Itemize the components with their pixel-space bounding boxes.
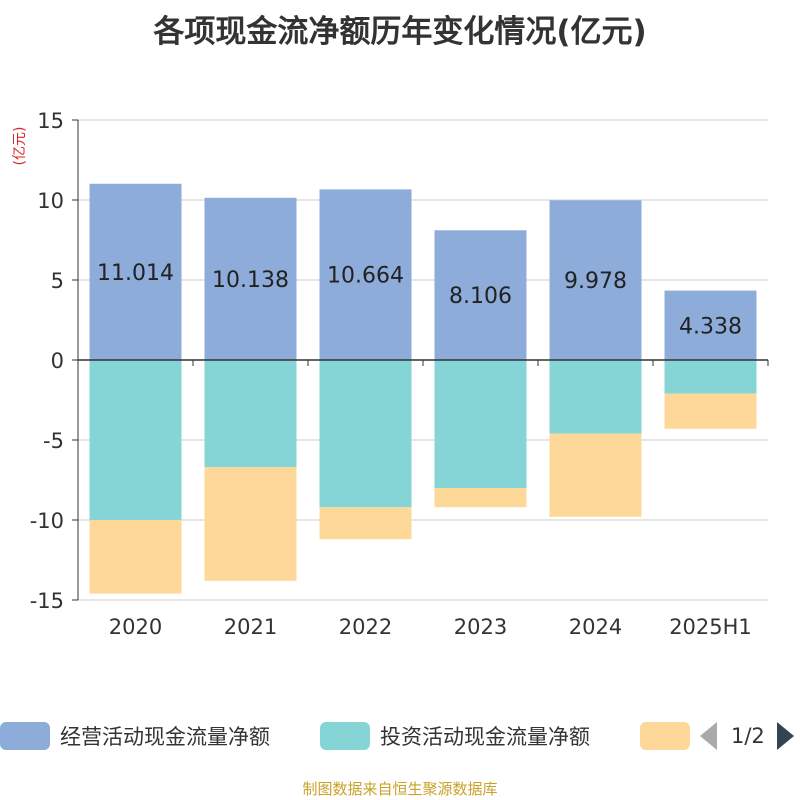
bar-segment-3 (549, 433, 642, 517)
y-tick-label: 15 (37, 109, 64, 133)
bar-segment-3 (664, 393, 757, 429)
y-tick-label: 0 (51, 349, 64, 373)
legend-swatch (640, 722, 690, 750)
y-tick-label: 5 (51, 269, 64, 293)
bar-segment-3 (89, 520, 182, 594)
bar-segment-3 (434, 488, 527, 508)
x-tick-label: 2024 (569, 615, 622, 639)
bar-segment-2 (204, 360, 297, 468)
legend-swatch (320, 722, 370, 750)
x-tick-label: 2025H1 (669, 615, 752, 639)
bar-segment-2 (549, 360, 642, 434)
pager-prev-icon[interactable] (700, 722, 717, 750)
data-label: 10.664 (327, 264, 404, 289)
y-tick-label: 10 (37, 189, 64, 213)
bar-segment-1 (434, 230, 527, 360)
data-label: 9.978 (564, 269, 627, 294)
y-tick-label: -15 (30, 589, 64, 613)
legend: 经营活动现金流量净额 投资活动现金流量净额 (0, 718, 800, 754)
data-label: 11.014 (97, 261, 174, 286)
legend-label: 投资活动现金流量净额 (380, 725, 590, 749)
bar-segment-1 (664, 290, 757, 360)
legend-swatch (0, 722, 50, 750)
bar-segment-1 (549, 200, 642, 360)
legend-item[interactable]: 经营活动现金流量净额 (0, 718, 270, 754)
x-tick-label: 2023 (454, 615, 507, 639)
legend-item[interactable]: 投资活动现金流量净额 (320, 718, 590, 754)
x-tick-label: 2022 (339, 615, 392, 639)
data-label: 4.338 (679, 314, 742, 339)
y-tick-label: -10 (30, 509, 64, 533)
legend-label: 经营活动现金流量净额 (60, 725, 270, 749)
x-tick-label: 2021 (224, 615, 277, 639)
source-note: 制图数据来自恒生聚源数据库 (302, 780, 498, 798)
y-tick-label: -5 (43, 429, 64, 453)
y-axis-label: (亿元) (12, 127, 28, 166)
legend-pager: 1/2 (700, 718, 794, 754)
bar-segment-1 (89, 183, 182, 360)
pager-next-icon[interactable] (776, 722, 794, 750)
pager-text: 1/2 (731, 724, 765, 748)
bar-segment-1 (204, 197, 297, 360)
chart-title: 各项现金流净额历年变化情况(亿元) (153, 14, 647, 50)
data-label: 8.106 (449, 284, 512, 309)
bar-segment-2 (89, 360, 182, 520)
bar-segment-2 (664, 360, 757, 394)
bar-segment-1 (319, 189, 412, 360)
bar-segment-3 (319, 507, 412, 540)
chart-plot: 15 10 5 0 -5 -10 -15 (亿元) 11.014 10.138 10.664 8.10… (12, 109, 769, 639)
x-tick-label: 2020 (109, 615, 162, 639)
bar-segment-3 (204, 467, 297, 581)
bar-segment-2 (319, 360, 412, 508)
data-label: 10.138 (212, 268, 289, 293)
bar-segment-2 (434, 360, 527, 488)
legend-item[interactable] (640, 718, 700, 754)
